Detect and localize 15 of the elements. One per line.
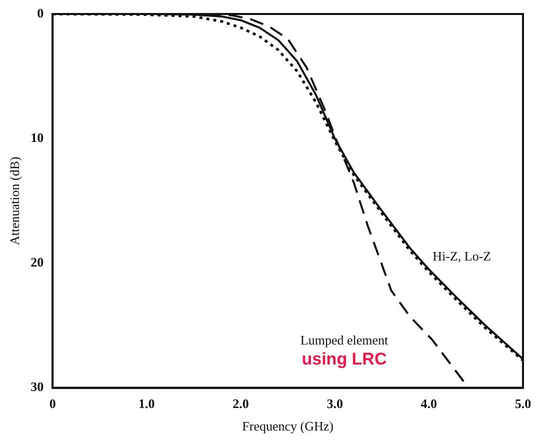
y-tick-label: 0 <box>37 5 44 20</box>
annotation: Lumped element <box>300 332 388 348</box>
x-tick-label: 0 <box>49 396 56 411</box>
x-tick-label: 2.0 <box>232 396 249 411</box>
x-tick-label: 3.0 <box>326 396 343 411</box>
x-axis-title: Frequency (GHz) <box>242 418 334 434</box>
y-tick-label: 30 <box>30 379 44 394</box>
y-tick-label: 10 <box>30 130 44 145</box>
x-tick-label: 4.0 <box>420 396 438 411</box>
annotation: Hi-Z, Lo-Z <box>432 248 492 264</box>
x-tick-label: 5.0 <box>514 396 532 411</box>
y-tick-label: 20 <box>30 254 44 270</box>
x-tick-label: 1.0 <box>138 396 155 411</box>
y-axis-title: Attenuation (dB) <box>7 156 22 246</box>
annotation: using LRC <box>302 349 387 368</box>
